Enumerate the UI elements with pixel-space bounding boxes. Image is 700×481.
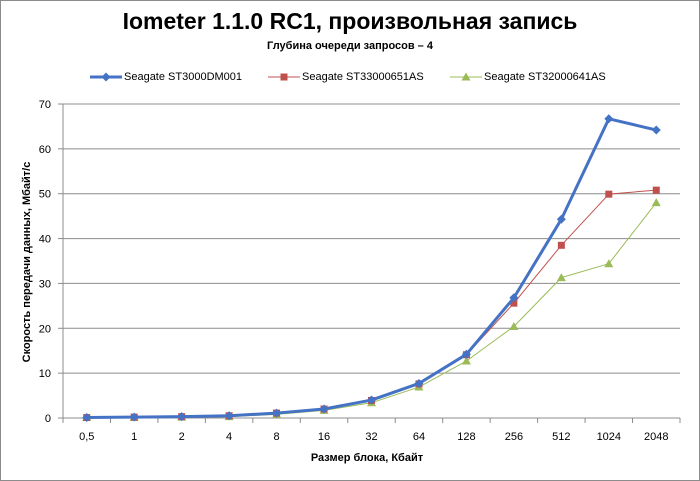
x-tick-label: 0,5 [79, 431, 94, 443]
data-point-diamond [82, 413, 92, 423]
x-tick-label: 64 [413, 431, 425, 443]
series-0 [82, 114, 661, 423]
data-point-square [510, 299, 518, 307]
data-point-triangle [509, 321, 519, 330]
legend-label-st33000651as: Seagate ST33000651AS [302, 71, 424, 83]
data-point-diamond [367, 395, 376, 405]
x-tick-label: 8 [274, 431, 280, 443]
data-point-square [652, 186, 660, 194]
series-1 [83, 186, 660, 422]
legend-marker-square [268, 73, 300, 81]
data-point-triangle [604, 259, 614, 268]
data-point-square [557, 241, 565, 249]
series-group [82, 114, 661, 423]
x-tick-label: 4 [226, 431, 232, 443]
series-line [86, 189, 657, 419]
x-tick-label: 1 [131, 431, 137, 443]
data-point-square [605, 190, 613, 198]
data-point-diamond [556, 214, 566, 224]
x-tick-labels: 0,5 1 2 4 8 16 32 64 128 256 512 1024 2048 [79, 431, 668, 443]
legend-marker-triangle [450, 72, 482, 81]
y-tick-label: 50 [39, 189, 51, 201]
data-point-diamond [604, 114, 614, 124]
x-tick-label: 256 [505, 431, 523, 443]
axes [58, 103, 681, 423]
x-tick-label: 32 [365, 431, 377, 443]
y-tick-label: 10 [39, 368, 51, 380]
data-point-triangle [556, 273, 566, 282]
y-axis-label: Скорость передачи данных, Мбайт/с [21, 162, 33, 363]
legend-label-st3000dm001: Seagate ST3000DM001 [124, 71, 243, 83]
y-tick-labels: 0 10 20 30 40 50 60 70 [39, 99, 51, 425]
x-axis-label: Размер блока, Кбайт [311, 452, 424, 464]
y-tick-label: 60 [39, 144, 51, 156]
legend-marker-diamond [90, 72, 122, 82]
data-point-diamond [224, 411, 234, 421]
data-point-diamond [177, 412, 187, 422]
x-tick-label: 128 [457, 431, 475, 443]
data-point-diamond [461, 349, 471, 359]
data-point-triangle [461, 356, 471, 365]
gridlines [63, 103, 680, 374]
y-tick-label: 0 [45, 413, 51, 425]
data-point-diamond [509, 293, 519, 303]
y-tick-label: 40 [39, 234, 51, 246]
data-point-diamond [319, 404, 329, 414]
y-tick-label: 30 [39, 278, 51, 290]
chart-title: Iometer 1.1.0 RC1, произвольная запись [122, 8, 578, 34]
data-point-diamond [651, 125, 661, 135]
y-tick-label: 20 [39, 323, 51, 335]
data-point-diamond [272, 408, 282, 418]
x-tick-label: 512 [552, 431, 570, 443]
chart-subtitle: Глубина очереди запросов – 4 [267, 40, 433, 52]
legend-label-st32000641as: Seagate ST32000641AS [484, 71, 606, 83]
x-tick-label: 1024 [597, 431, 621, 443]
x-tick-label: 16 [318, 431, 330, 443]
data-point-triangle [651, 198, 661, 207]
data-point-diamond [129, 412, 139, 422]
x-tick-label: 2048 [644, 431, 668, 443]
data-point-diamond [414, 378, 424, 388]
y-tick-label: 70 [39, 99, 51, 111]
x-tick-label: 2 [179, 431, 185, 443]
